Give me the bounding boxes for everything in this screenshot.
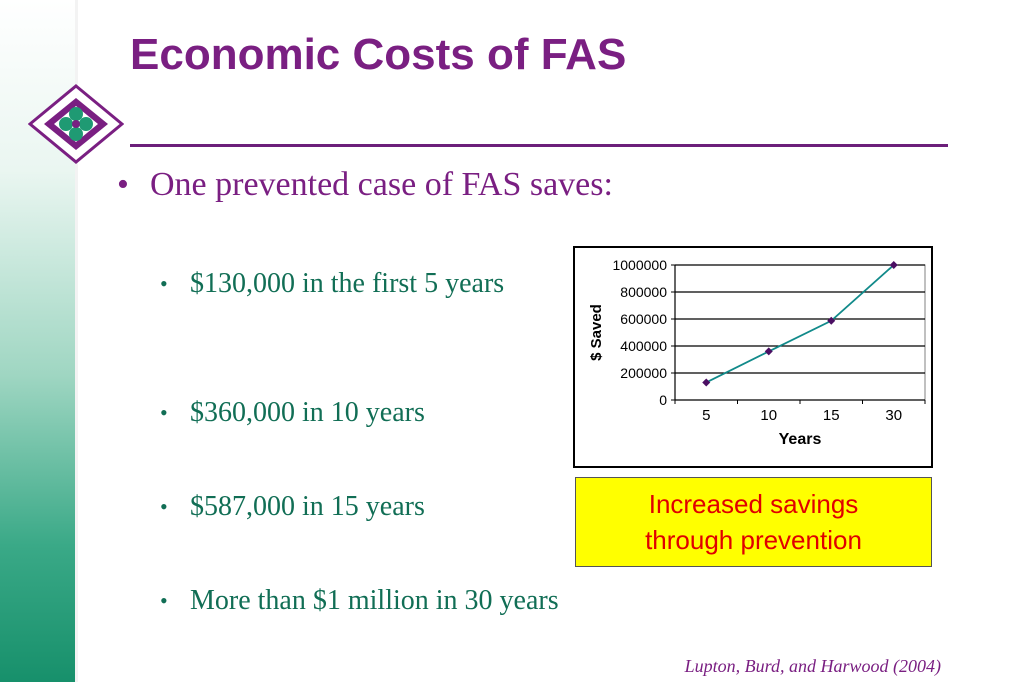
y-tick-label: 0 xyxy=(659,392,667,408)
callout-box: Increased savings through prevention xyxy=(575,477,932,567)
data-point xyxy=(764,347,773,356)
y-tick-label: 400000 xyxy=(620,338,667,354)
data-point xyxy=(702,378,711,387)
sidebar-divider xyxy=(75,0,78,682)
sub-bullet-2: • $360,000 in 10 years xyxy=(160,395,560,431)
sub-bullet-3: • $587,000 in 15 years xyxy=(160,489,560,525)
sub-bullet-4: • More than $1 million in 30 years xyxy=(160,583,680,619)
main-bullet: • One prevented case of FAS saves: xyxy=(117,166,613,204)
y-axis-label: $ Saved xyxy=(588,304,605,361)
sub-bullet-text: More than $1 million in 30 years xyxy=(190,585,559,616)
title-underline xyxy=(130,144,948,147)
data-point xyxy=(827,316,836,325)
x-axis-label: Years xyxy=(779,431,822,448)
sub-bullet-marker: • xyxy=(160,588,168,613)
sub-bullet-marker: • xyxy=(160,494,168,519)
chart-canvas: 0 200000 400000 600000 800000 1000000 5 10 15 30 Y… xyxy=(588,257,926,448)
y-tick-label: 1000000 xyxy=(612,257,667,273)
sub-bullet-1: • $130,000 in the first 5 years xyxy=(160,266,530,302)
x-tick-label: 15 xyxy=(823,407,840,424)
main-bullet-text: One prevented case of FAS saves: xyxy=(150,166,613,203)
data-point xyxy=(889,261,898,269)
page-title: Economic Costs of FAS xyxy=(130,30,627,79)
logo-icon xyxy=(28,84,124,164)
bullet-marker: • xyxy=(117,166,129,203)
callout-text: Increased savings through prevention xyxy=(645,489,862,555)
y-tick-label: 600000 xyxy=(620,311,667,327)
x-tick-label: 5 xyxy=(702,407,710,424)
y-tick-label: 200000 xyxy=(620,365,667,381)
savings-chart: 0 200000 400000 600000 800000 1000000 5 10 15 30 Y… xyxy=(573,246,933,468)
series-line xyxy=(705,264,895,384)
sub-bullet-marker: • xyxy=(160,400,168,425)
sub-bullet-text: $360,000 in 10 years xyxy=(190,397,425,428)
x-tick-label: 10 xyxy=(760,407,777,424)
x-tick-label: 30 xyxy=(885,407,902,424)
sub-bullet-marker: • xyxy=(160,271,168,296)
y-tick-label: 800000 xyxy=(620,284,667,300)
citation: Lupton, Burd, and Harwood (2004) xyxy=(684,656,941,676)
sub-bullet-text: $587,000 in 15 years xyxy=(190,491,425,522)
sub-bullet-text: $130,000 in the first 5 years xyxy=(190,268,505,299)
